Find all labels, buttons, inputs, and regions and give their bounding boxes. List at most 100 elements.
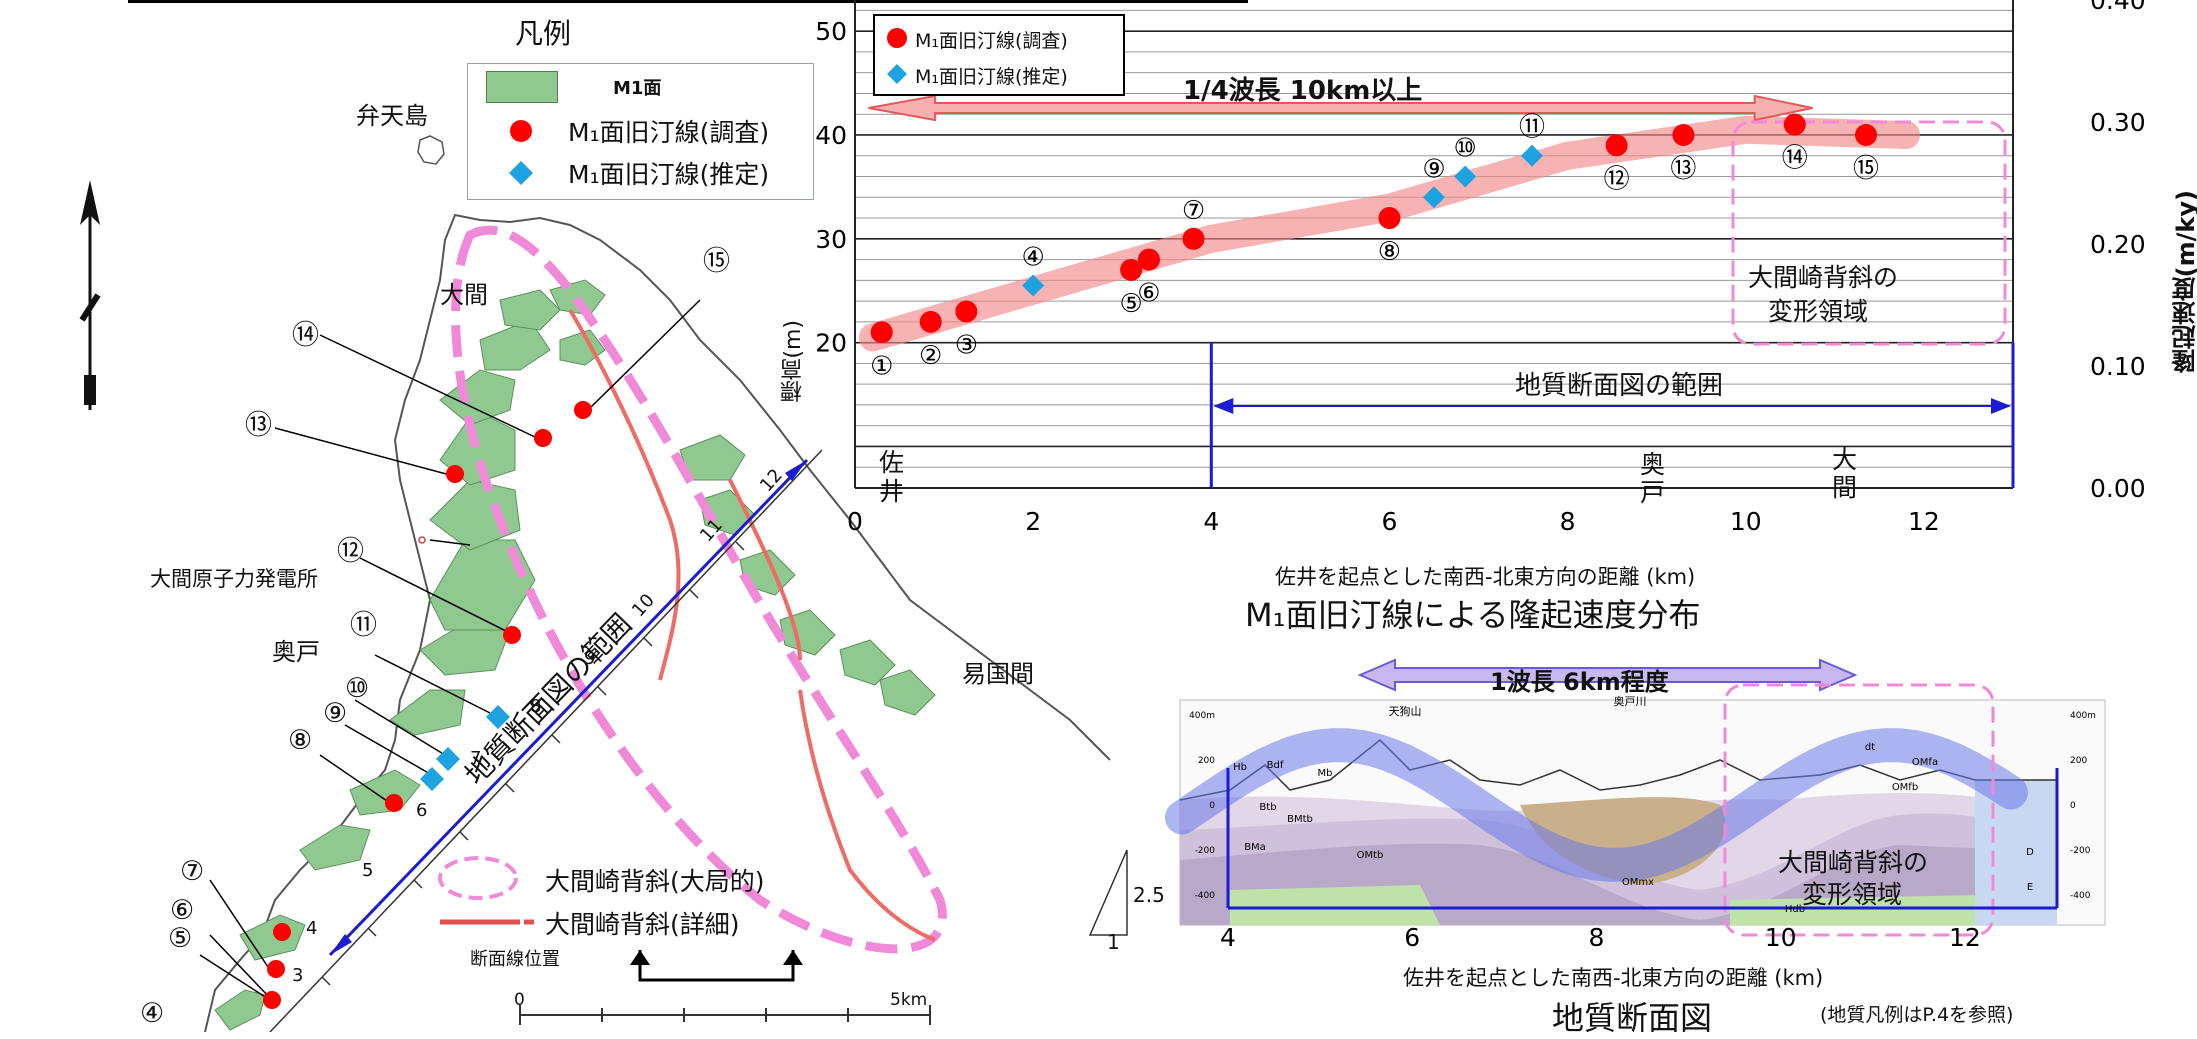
geo-xtick-label: 10 (1765, 923, 1797, 952)
quarter-wave-arrow (868, 94, 1813, 122)
label-bentenjima: 弁天島 (356, 102, 428, 130)
geo-left-scale-label: 0 (1209, 801, 1215, 811)
map-point-7: ⑦ (180, 856, 205, 887)
chart2-title: 地質断面図 (1552, 999, 1713, 1037)
section-range-chart-label: 地質断面図の範囲 (1515, 371, 1724, 401)
north-arrow-icon (79, 180, 101, 410)
km-7: 7 (470, 748, 482, 769)
geo-unit-label: Btb (1259, 802, 1276, 813)
chart1-point-label: ⑬ (1670, 154, 1696, 184)
geo-peak-label: 天狗山 (1389, 705, 1422, 718)
geo-peak-label: 奥戸川 (1614, 694, 1647, 708)
map-point-6: ⑥ (170, 895, 195, 926)
geo-xtick-label: 8 (1588, 923, 1604, 952)
section-line-label: 断面線位置 (470, 949, 560, 970)
map-point-11: ⑪ (350, 610, 377, 641)
chart1-point-label: ④ (1021, 243, 1044, 273)
chart1-point-survey (955, 300, 978, 323)
sai-label-2: 井 (879, 477, 905, 506)
geo-right-scale-label: 200 (2070, 756, 2087, 766)
chart1-xtick-label: 6 (1382, 507, 1398, 536)
geo-right-scale-label: 400m (2070, 711, 2096, 721)
chart1-legend-diamond-icon (887, 64, 907, 84)
chart1-y2label: 隆起速度(m/ky) (2172, 190, 2197, 374)
chart1-point-label: ② (919, 341, 942, 371)
geo-deform-1: 大間崎背斜の (1778, 848, 1929, 877)
geo-unit-label: Hdb (1785, 904, 1805, 915)
geo-unit-label: dt (1865, 742, 1875, 753)
geo-deform-box (1723, 683, 1995, 937)
chart1-xtick-label: 0 (847, 507, 863, 536)
chart1-legend-circle-icon (887, 28, 907, 48)
km-3: 3 (292, 965, 304, 986)
geo-unit-label: OMmx (1622, 877, 1654, 888)
geo-unit-label: Hb (1233, 762, 1247, 773)
chart1-ytick-label: 20 (815, 329, 847, 358)
km-5: 5 (362, 860, 374, 881)
scale-end: 5km (890, 990, 928, 1010)
chart1-point-label: ⑪ (1519, 113, 1545, 143)
chart1-xtick-label: 4 (1203, 507, 1219, 536)
quarter-wave-label: 1/4波長 10km以上 (1183, 76, 1423, 106)
wave-label: 1波長 6km程度 (1490, 668, 1669, 696)
chart1-y2tick-label: 0.40 (2090, 0, 2146, 15)
map-point-10: ⑩ (345, 673, 370, 704)
section-range-arrowhead-right (1991, 398, 2011, 414)
map-point-14: ⑭ (292, 320, 319, 351)
geo-deform-2: 変形領域 (1802, 880, 1903, 909)
chart1-point-survey (1672, 123, 1695, 146)
geo-left-scale-label: 400m (1189, 711, 1215, 721)
label-ikokuma: 易国間 (962, 660, 1034, 688)
label-oma: 大間 (440, 281, 488, 309)
map-legend: M1面 M₁面旧汀線(調査) M₁面旧汀線(推定) (467, 63, 814, 200)
map-point-12: ⑫ (337, 536, 364, 567)
chart1-point-estimate (1520, 144, 1543, 167)
chart1-point-label: ⑮ (1853, 154, 1879, 184)
geo-unit-label: Mb (1318, 768, 1333, 779)
chart1-y2tick-label: 0.10 (2090, 352, 2146, 381)
chart1-point-survey (1137, 248, 1160, 271)
blue-diamond-icon (509, 161, 533, 185)
km-4: 4 (306, 918, 318, 939)
chart1-xtick-label: 10 (1730, 507, 1762, 536)
map-drawing (199, 135, 1111, 1032)
chart1-ylabel: 標高(m) (781, 320, 806, 403)
oma-label-1: 大 (1832, 445, 1858, 474)
chart1-point-label: ① (870, 351, 893, 381)
chart1-point-survey (1378, 207, 1401, 230)
map-point-15: ⑮ (703, 246, 730, 277)
geo-xtick-label: 12 (1949, 923, 1981, 952)
label-plant: 大間原子力発電所 (150, 567, 318, 591)
chart1-point-survey (1120, 258, 1143, 281)
geo-right-scale-label: -400 (2070, 891, 2091, 901)
map-point-8: ⑧ (288, 725, 313, 756)
chart1-xtick-label: 8 (1560, 507, 1576, 536)
geo-right-scale-label: -200 (2070, 846, 2091, 856)
geo-unit-label: OMfa (1912, 757, 1938, 768)
geo-unit-label: D (2026, 847, 2034, 858)
chart1-y2tick-label: 0.00 (2090, 474, 2146, 503)
map-point-5: ⑤ (168, 923, 193, 954)
deform-label-1: 大間崎背斜の (1748, 263, 1899, 292)
chart2-xlabel: 佐井を起点とした南西-北東方向の距離 (km) (1403, 966, 1824, 990)
chart1-legend: M₁面旧汀線(調査) M₁面旧汀線(推定) (873, 14, 1125, 96)
chart1-point-label: ⑭ (1782, 144, 1808, 174)
legend-survey-label: M₁面旧汀線(調査) (568, 118, 770, 147)
chart1-point-label: ⑧ (1378, 237, 1401, 267)
chart1-point-label: ⑥ (1137, 279, 1160, 309)
aspect-triangle-icon (1088, 849, 1128, 936)
geo-unit-label: OMtb (1357, 850, 1384, 861)
chart1-point-survey (1783, 113, 1806, 136)
map-point-4: ④ (140, 998, 165, 1029)
sai-label-1: 佐 (879, 448, 905, 477)
chart1-point-estimate (1423, 186, 1445, 209)
km-8: 8 (530, 696, 542, 717)
anticline-broad-label: 大間崎背斜(大局的) (545, 867, 765, 896)
chart1-point-survey (1182, 227, 1205, 250)
aspect-v: 2.5 (1133, 883, 1165, 907)
geo-unit-label: OMfb (1892, 782, 1918, 793)
geo-right-scale-label: 0 (2070, 801, 2076, 811)
map-point-13: ⑬ (245, 410, 272, 441)
geo-surface (1179, 738, 2057, 801)
geo-layer-htb (1230, 885, 1440, 925)
